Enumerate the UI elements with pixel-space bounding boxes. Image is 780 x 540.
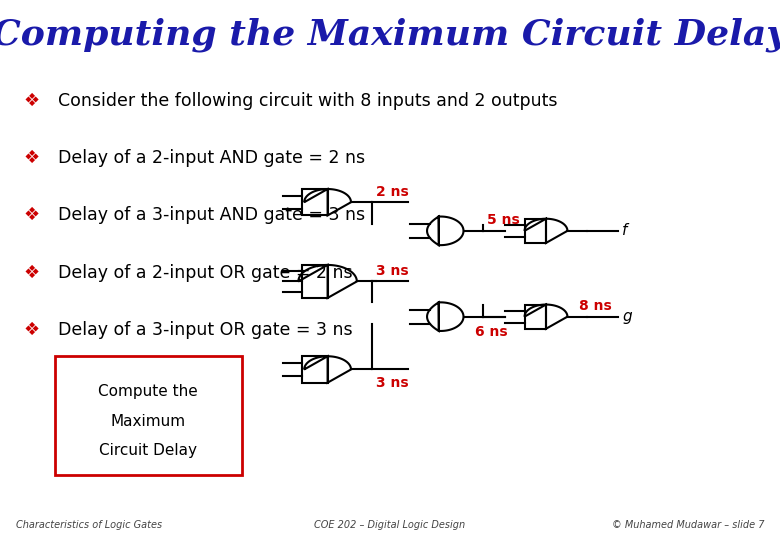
Text: COE 202 – Digital Logic Design: COE 202 – Digital Logic Design [314, 520, 466, 530]
Text: ❖: ❖ [23, 206, 40, 225]
Text: © Muhamed Mudawar – slide 7: © Muhamed Mudawar – slide 7 [612, 520, 764, 530]
Text: Delay of a 3-input AND gate = 3 ns: Delay of a 3-input AND gate = 3 ns [58, 206, 366, 225]
Text: Compute the: Compute the [98, 384, 198, 399]
Text: ❖: ❖ [23, 149, 40, 167]
Text: Circuit Delay: Circuit Delay [99, 443, 197, 458]
Text: f: f [622, 224, 627, 238]
Text: ❖: ❖ [23, 264, 40, 282]
Text: Maximum: Maximum [111, 414, 186, 429]
Text: Delay of a 3-input OR gate = 3 ns: Delay of a 3-input OR gate = 3 ns [58, 321, 353, 339]
Text: Characteristics of Logic Gates: Characteristics of Logic Gates [16, 520, 161, 530]
Text: 3 ns: 3 ns [377, 376, 409, 390]
Text: ❖: ❖ [23, 92, 40, 110]
Text: 5 ns: 5 ns [487, 213, 519, 227]
Text: 6 ns: 6 ns [475, 326, 508, 340]
Text: Computing the Maximum Circuit Delay: Computing the Maximum Circuit Delay [0, 18, 780, 52]
Text: 2 ns: 2 ns [377, 185, 409, 199]
FancyBboxPatch shape [55, 356, 242, 475]
Text: Consider the following circuit with 8 inputs and 2 outputs: Consider the following circuit with 8 in… [58, 92, 558, 110]
Text: 3 ns: 3 ns [377, 264, 409, 278]
Text: Delay of a 2-input AND gate = 2 ns: Delay of a 2-input AND gate = 2 ns [58, 149, 366, 167]
Text: 8 ns: 8 ns [579, 299, 612, 313]
Text: Delay of a 2-input OR gate = 2 ns: Delay of a 2-input OR gate = 2 ns [58, 264, 353, 282]
Text: g: g [622, 309, 632, 324]
Text: ❖: ❖ [23, 321, 40, 339]
